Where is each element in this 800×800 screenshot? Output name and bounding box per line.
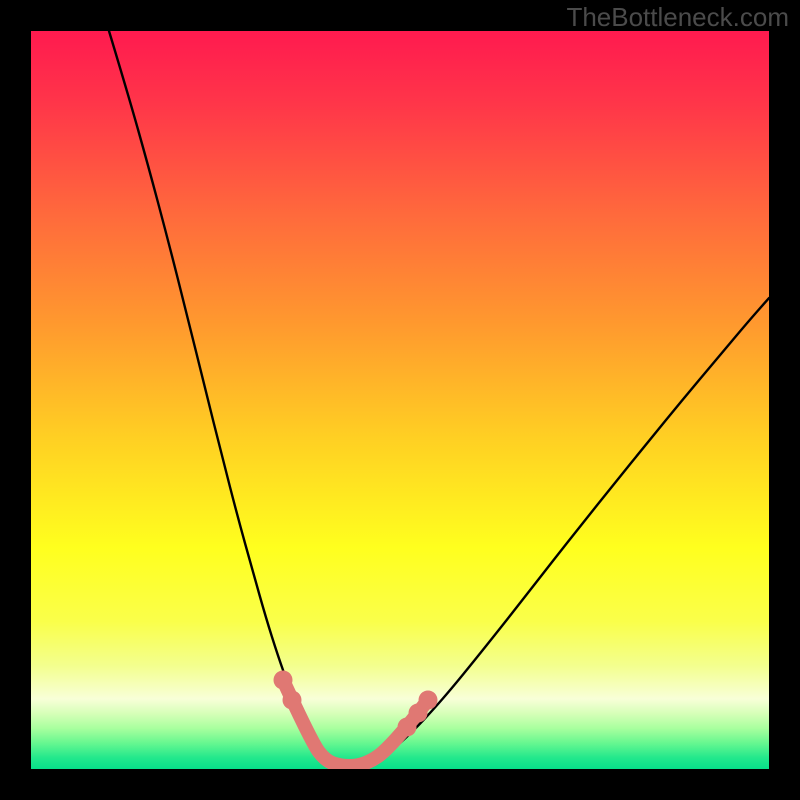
vertex-annotation-dot xyxy=(283,691,302,710)
vertex-annotation-dot xyxy=(274,671,293,690)
bottleneck-chart: TheBottleneck.com xyxy=(0,0,800,800)
vertex-annotation-dot xyxy=(419,691,438,710)
watermark-text: TheBottleneck.com xyxy=(566,2,789,32)
